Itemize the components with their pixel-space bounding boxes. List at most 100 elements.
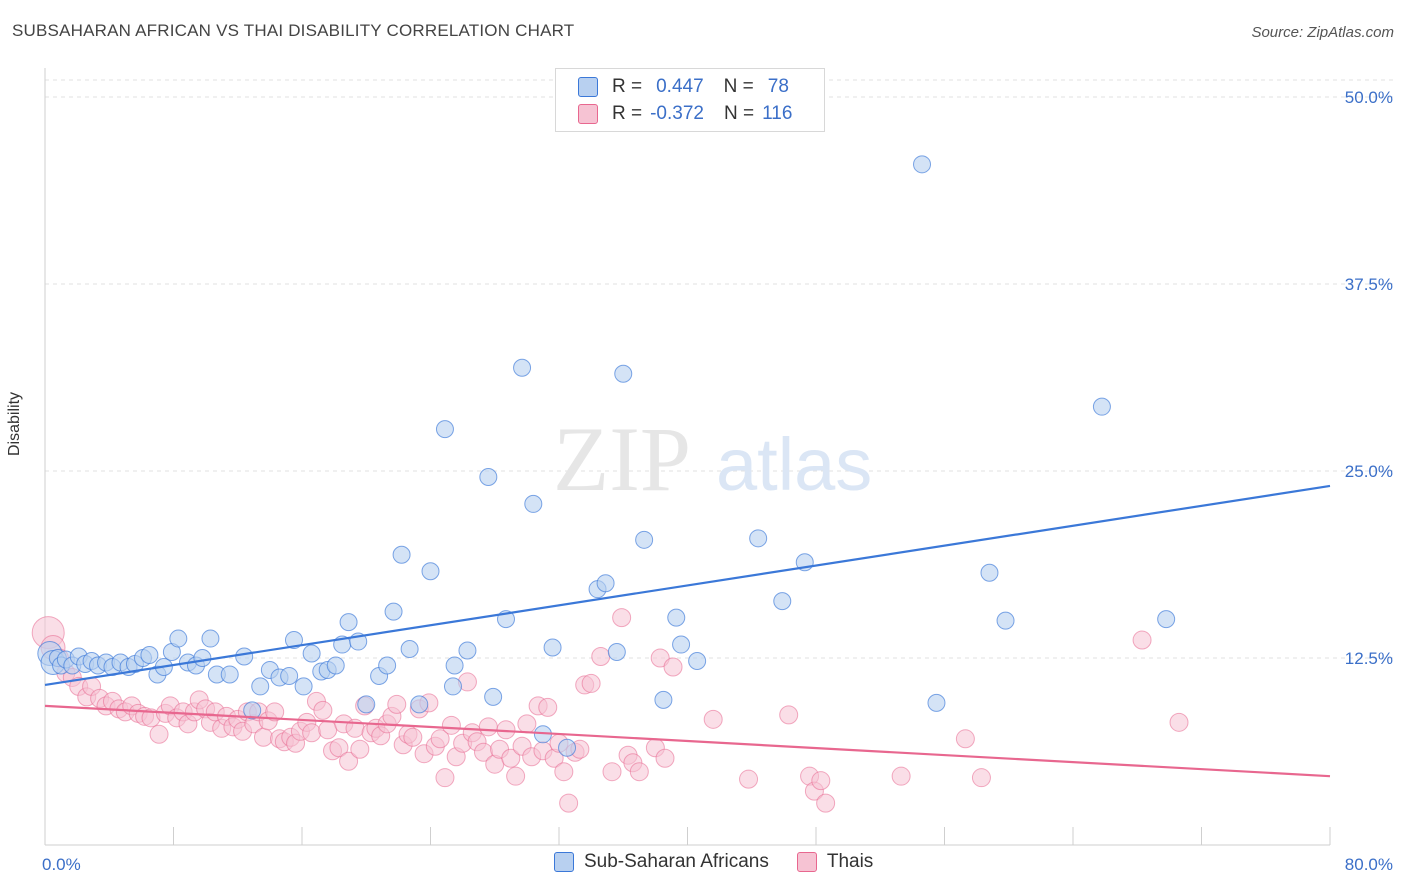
sub-saharan-african-point [596,574,615,593]
n-value: 78 [767,76,789,97]
thai-point [591,647,611,667]
blue-swatch [554,852,574,872]
legend-item-sub-saharan-africans[interactable]: Sub-Saharan Africans [554,851,769,873]
thai-point [149,724,169,744]
sub-saharan-african-point [614,364,633,383]
sub-saharan-african-point [339,613,358,632]
sub-saharan-african-point [479,467,498,486]
r-label: R = [612,76,643,97]
thai-point [655,748,675,768]
y-tick-label: 25.0% [1345,462,1393,481]
thai-point [629,762,649,782]
watermark-atlas: atlas [716,423,872,506]
thai-point [703,709,723,729]
n-label: N = [723,76,754,97]
thai-point [478,717,498,737]
sub-saharan-african-point [284,631,303,650]
thai-point [739,769,759,789]
thai-point [253,727,273,747]
grid [45,79,1395,659]
series-sub-saharan-africans [37,155,1176,757]
legend-row-pink: R = -0.372 N = 116 [578,102,792,126]
sub-saharan-african-point [996,611,1015,630]
legend-row-blue: R = 0.447 N = 78 [578,75,789,99]
thai-point [1132,630,1152,650]
thai-point [435,768,455,788]
n-label: N = [723,103,755,124]
sub-saharan-african-point [458,641,477,660]
sub-saharan-african-point [193,649,212,667]
thai-point [581,673,601,693]
legend-label: Thais [826,851,874,872]
thai-point [612,608,632,628]
sub-saharan-african-point [513,358,532,377]
sub-saharan-african-point [169,629,188,648]
thai-point [313,700,333,720]
thai-point [318,720,338,740]
thai-point [430,729,450,749]
sub-saharan-african-point [243,701,262,720]
sub-saharan-african-point [220,665,239,684]
trend-lines [44,484,1331,778]
axes [44,68,1331,846]
sub-saharan-african-point [302,644,321,663]
sub-saharan-african-point [635,530,654,549]
sub-saharan-african-point [410,695,429,714]
sub-saharan-african-point [607,643,626,662]
sub-saharan-african-point [524,494,543,513]
sub-saharan-african-point [378,656,397,675]
sub-saharan-african-point [667,608,686,627]
sub-saharan-african-point [484,687,503,706]
thai-point [441,715,461,735]
sub-saharan-african-point [384,602,403,621]
sub-saharan-african-point [421,562,440,581]
thai-point [811,771,831,791]
thai-point [339,751,359,771]
sub-saharan-african-point [326,656,345,675]
thai-point [971,768,991,788]
sub-saharan-african-point [294,677,313,696]
sub-saharan-africans-trend-line [44,484,1331,687]
pink-swatch [578,104,598,124]
sub-saharan-african-point [543,638,562,657]
legend-label: Sub-Saharan Africans [584,851,769,872]
series-legend: Sub-Saharan Africans Thais [554,851,901,873]
sub-saharan-african-point [980,563,999,582]
sub-saharan-african-point [688,651,707,670]
r-value: 0.447 [656,76,704,97]
blue-swatch [578,77,598,97]
thai-point [663,657,683,677]
correlation-legend: R = 0.447 N = 78 R = -0.372 N = 116 [555,68,825,132]
sub-saharan-african-point [654,690,673,709]
sub-saharan-african-point [443,677,462,696]
sub-saharan-african-point [913,155,932,174]
thai-point [506,766,526,786]
n-value: 116 [762,103,793,124]
thai-point [559,793,579,813]
legend-item-thais[interactable]: Thais [796,851,874,873]
watermark: ZIP atlas [553,408,872,510]
thai-point [302,723,322,743]
thai-point [1169,712,1189,732]
sub-saharan-african-point [357,695,376,714]
sub-saharan-african-point [235,647,254,666]
sub-saharan-african-point [435,420,454,439]
sub-saharan-african-point [558,738,577,757]
y-tick-label: 50.0% [1345,88,1393,107]
sub-saharan-african-point [1157,610,1176,629]
thai-point [265,702,285,722]
sub-saharan-african-point [749,529,768,548]
thai-point [501,748,521,768]
thai-point [403,727,423,747]
y-tick-label: 12.5% [1345,649,1393,668]
x-tick-label: 80.0% [1345,855,1393,874]
x-tick-label: 0.0% [42,855,81,874]
thai-point [891,766,911,786]
source-label: Source: ZipAtlas.com [1251,24,1394,41]
tick-labels: 12.5% 25.0% 37.5% 50.0% 0.0% 80.0% [42,88,1393,874]
sub-saharan-african-point [400,640,419,659]
sub-saharan-african-point [140,646,159,665]
r-label: R = [612,103,643,124]
sub-saharan-african-point [280,666,299,685]
